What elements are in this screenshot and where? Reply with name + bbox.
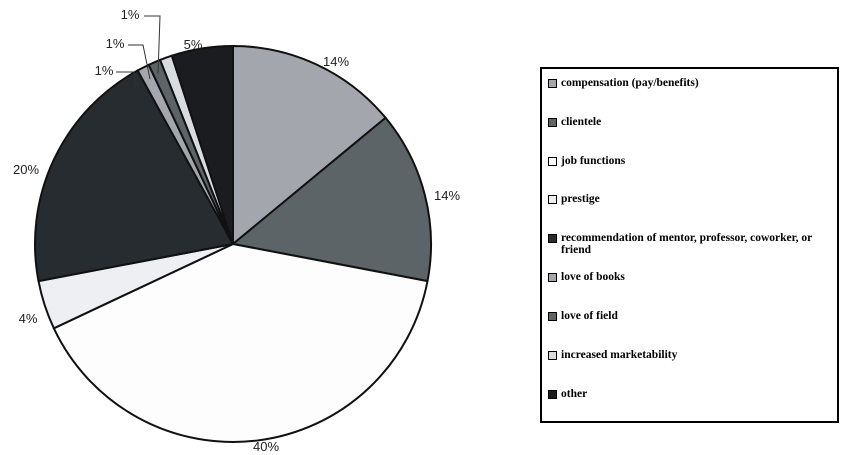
legend-item: increased marketability (548, 349, 826, 361)
slice-percent-label: 40% (253, 439, 279, 454)
legend: compensation (pay/benefits) clientele job … (540, 67, 839, 423)
legend-label: compensation (pay/benefits) (561, 77, 826, 89)
legend-label: clientele (561, 116, 826, 128)
slice-percent-label: 4% (19, 311, 38, 326)
legend-item: other (548, 388, 826, 400)
slice-percent-label: 1% (95, 63, 114, 78)
legend-item: prestige (548, 193, 826, 205)
legend-swatch (548, 118, 557, 127)
legend-item: love of field (548, 310, 826, 322)
slice-percent-label: 1% (121, 7, 140, 22)
legend-swatch (548, 390, 557, 399)
slice-percent-label: 5% (184, 37, 203, 52)
legend-swatch (548, 79, 557, 88)
legend-item: recommendation of mentor, professor, cow… (548, 232, 826, 256)
slice-percent-label: 14% (434, 188, 460, 203)
legend-label: prestige (561, 193, 826, 205)
legend-label: recommendation of mentor, professor, cow… (561, 232, 826, 256)
legend-label: other (561, 388, 826, 400)
legend-swatch (548, 351, 557, 360)
legend-label: job functions (561, 155, 826, 167)
slice-percent-label: 20% (13, 162, 39, 177)
legend-swatch (548, 312, 557, 321)
legend-item: job functions (548, 155, 826, 167)
slice-percent-label: 1% (106, 36, 125, 51)
legend-swatch (548, 234, 557, 243)
legend-label: increased marketability (561, 349, 826, 361)
legend-swatch (548, 273, 557, 282)
legend-label: love of books (561, 271, 826, 283)
legend-swatch (548, 195, 557, 204)
legend-item: clientele (548, 116, 826, 128)
legend-swatch (548, 157, 557, 166)
legend-item: love of books (548, 271, 826, 283)
slice-percent-label: 14% (323, 54, 349, 69)
legend-item: compensation (pay/benefits) (548, 77, 826, 89)
legend-label: love of field (561, 310, 826, 322)
